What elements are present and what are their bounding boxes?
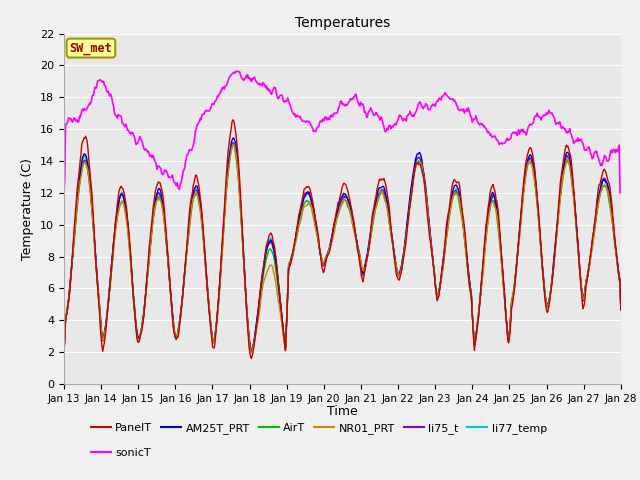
AirT bbox=[60, 349, 68, 355]
li75_t bbox=[70, 234, 78, 240]
li77_temp bbox=[617, 306, 625, 312]
AM25T_PRT bbox=[428, 239, 435, 245]
Text: SW_met: SW_met bbox=[70, 42, 112, 55]
li77_temp bbox=[184, 234, 192, 240]
li75_t bbox=[184, 234, 192, 240]
AM25T_PRT bbox=[617, 305, 625, 311]
AirT bbox=[70, 237, 78, 243]
li75_t bbox=[428, 240, 435, 245]
li75_t bbox=[229, 140, 237, 145]
li77_temp bbox=[127, 266, 135, 272]
Title: Temperatures: Temperatures bbox=[295, 16, 390, 30]
li77_temp bbox=[214, 312, 221, 318]
AM25T_PRT bbox=[60, 349, 68, 355]
sonicT bbox=[234, 68, 241, 74]
li77_temp bbox=[60, 348, 68, 354]
sonicT bbox=[411, 111, 419, 117]
sonicT bbox=[70, 115, 78, 121]
PanelT bbox=[184, 228, 192, 234]
AirT bbox=[229, 142, 237, 148]
Line: li75_t: li75_t bbox=[64, 143, 621, 354]
PanelT bbox=[214, 311, 221, 317]
li75_t bbox=[214, 311, 221, 317]
AirT bbox=[428, 241, 435, 247]
Line: li77_temp: li77_temp bbox=[64, 143, 621, 351]
NR01_PRT bbox=[230, 142, 237, 147]
li75_t bbox=[60, 351, 68, 357]
NR01_PRT bbox=[60, 350, 68, 356]
AirT bbox=[184, 239, 192, 244]
NR01_PRT bbox=[411, 167, 419, 172]
Legend: sonicT: sonicT bbox=[86, 444, 156, 463]
li75_t bbox=[411, 164, 419, 169]
AM25T_PRT bbox=[411, 160, 419, 166]
sonicT bbox=[127, 129, 135, 135]
PanelT bbox=[412, 162, 419, 168]
PanelT bbox=[60, 351, 68, 357]
AM25T_PRT bbox=[127, 266, 135, 272]
PanelT bbox=[248, 356, 255, 361]
sonicT bbox=[184, 151, 192, 157]
li77_temp bbox=[70, 236, 78, 242]
Y-axis label: Temperature (C): Temperature (C) bbox=[22, 158, 35, 260]
AM25T_PRT bbox=[214, 312, 221, 317]
AM25T_PRT bbox=[70, 234, 78, 240]
NR01_PRT bbox=[617, 307, 625, 312]
sonicT bbox=[60, 190, 68, 196]
PanelT bbox=[617, 307, 625, 313]
NR01_PRT bbox=[214, 313, 221, 319]
AirT bbox=[411, 167, 419, 173]
Line: sonicT: sonicT bbox=[64, 71, 621, 193]
NR01_PRT bbox=[70, 236, 78, 242]
li77_temp bbox=[230, 140, 237, 146]
AirT bbox=[214, 313, 221, 319]
PanelT bbox=[127, 264, 135, 270]
AirT bbox=[617, 307, 625, 313]
Line: AirT: AirT bbox=[64, 145, 621, 352]
sonicT bbox=[617, 190, 625, 196]
PanelT bbox=[428, 250, 436, 255]
NR01_PRT bbox=[127, 270, 135, 276]
NR01_PRT bbox=[428, 241, 435, 247]
X-axis label: Time: Time bbox=[327, 405, 358, 418]
li77_temp bbox=[411, 165, 419, 170]
li75_t bbox=[127, 265, 135, 271]
PanelT bbox=[229, 117, 237, 123]
sonicT bbox=[428, 103, 435, 109]
sonicT bbox=[214, 93, 221, 99]
AM25T_PRT bbox=[230, 135, 237, 141]
Line: PanelT: PanelT bbox=[64, 120, 621, 359]
NR01_PRT bbox=[184, 237, 192, 243]
li77_temp bbox=[428, 242, 435, 248]
AM25T_PRT bbox=[184, 233, 192, 239]
PanelT bbox=[70, 228, 78, 233]
Line: NR01_PRT: NR01_PRT bbox=[64, 144, 621, 353]
li75_t bbox=[617, 305, 625, 311]
Line: AM25T_PRT: AM25T_PRT bbox=[64, 138, 621, 352]
AirT bbox=[127, 268, 135, 274]
